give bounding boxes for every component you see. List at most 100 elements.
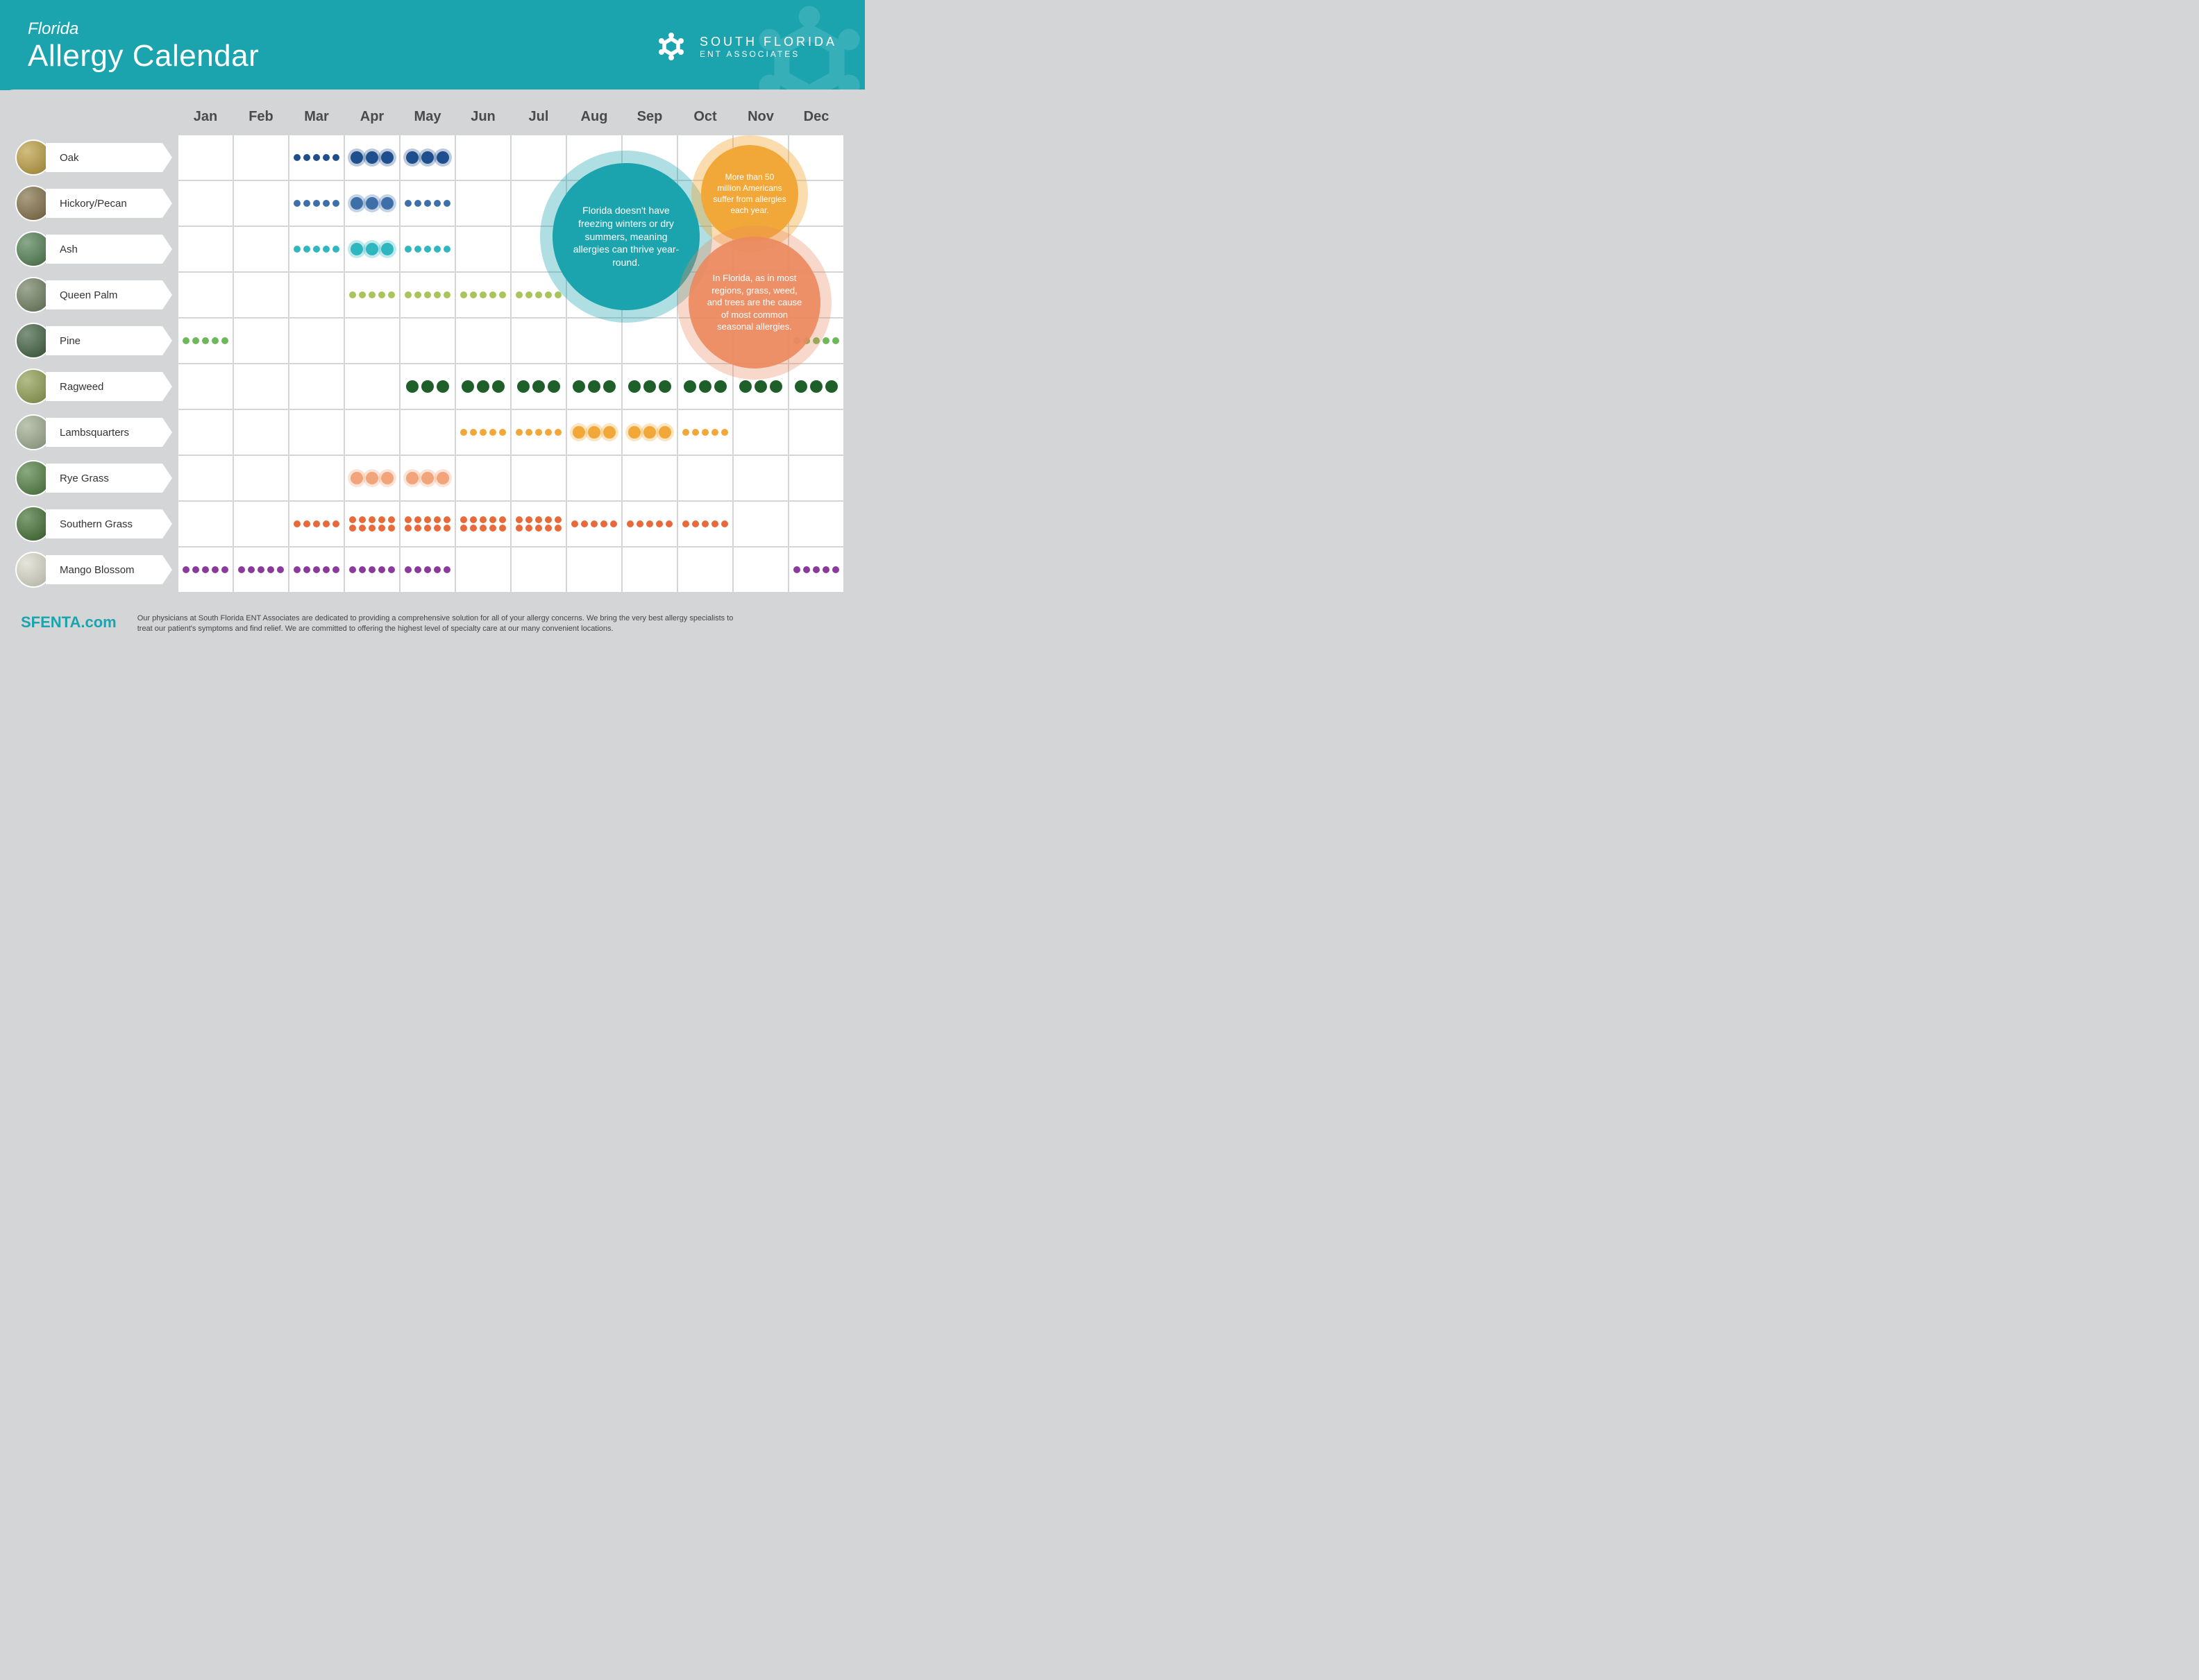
data-cell <box>566 547 622 593</box>
intensity-dot <box>313 520 320 527</box>
intensity-dot <box>832 337 839 344</box>
intensity-dot <box>294 520 301 527</box>
data-cell <box>400 226 455 272</box>
intensity-dot <box>332 566 339 573</box>
intensity-dot <box>460 516 467 523</box>
data-cell <box>511 501 566 547</box>
intensity-dot <box>349 291 356 298</box>
intensity-dot <box>516 525 523 532</box>
intensity-dot <box>470 516 477 523</box>
footer-url[interactable]: SFENTA.com <box>21 613 117 631</box>
intensity-dot <box>832 566 839 573</box>
allergen-name: Pine <box>46 326 172 355</box>
intensity-dot <box>793 566 800 573</box>
intensity-dot <box>303 520 310 527</box>
intensity-dot <box>489 429 496 436</box>
intensity-dot <box>424 566 431 573</box>
intensity-dot <box>603 380 616 393</box>
data-cell <box>178 180 233 226</box>
intensity-dot <box>659 380 671 393</box>
allergen-name: Rye Grass <box>46 464 172 493</box>
intensity-dot <box>369 291 376 298</box>
intensity-dot <box>682 429 689 436</box>
intensity-dot <box>600 520 607 527</box>
data-cell <box>733 409 789 455</box>
intensity-dot <box>414 566 421 573</box>
intensity-dot <box>332 520 339 527</box>
intensity-dot <box>444 516 450 523</box>
month-header: May <box>400 103 455 130</box>
intensity-dot <box>405 291 412 298</box>
intensity-dot <box>414 246 421 253</box>
intensity-dot <box>699 380 711 393</box>
month-header: Dec <box>789 103 844 130</box>
intensity-dot <box>388 566 395 573</box>
info-bubble-teal: Florida doesn't have freezing winters or… <box>553 163 700 310</box>
data-cell <box>289 135 344 180</box>
intensity-dot <box>535 291 542 298</box>
intensity-dot <box>303 566 310 573</box>
intensity-dot <box>294 154 301 161</box>
intensity-dot <box>183 337 189 344</box>
intensity-dot <box>444 566 450 573</box>
data-cell <box>733 547 789 593</box>
data-cell <box>511 409 566 455</box>
brand-line1: SOUTH FLORIDA <box>700 35 837 49</box>
data-cell <box>400 501 455 547</box>
data-cell <box>178 547 233 593</box>
data-cell <box>344 547 400 593</box>
intensity-dot <box>682 520 689 527</box>
data-cell <box>400 364 455 409</box>
intensity-dot <box>294 200 301 207</box>
intensity-dot <box>437 380 449 393</box>
data-cell <box>677 455 733 501</box>
intensity-dot <box>406 472 419 484</box>
intensity-dot <box>258 566 264 573</box>
intensity-dot <box>381 151 394 164</box>
data-cell <box>344 409 400 455</box>
intensity-dot <box>591 520 598 527</box>
data-cell <box>344 272 400 318</box>
intensity-dot <box>313 200 320 207</box>
intensity-dot <box>381 243 394 255</box>
data-cell <box>511 364 566 409</box>
intensity-dot <box>359 566 366 573</box>
intensity-dot <box>323 200 330 207</box>
data-cell <box>233 364 289 409</box>
intensity-dot <box>378 516 385 523</box>
intensity-dot <box>421 472 434 484</box>
data-cell <box>455 135 511 180</box>
intensity-dot <box>202 337 209 344</box>
data-cell <box>511 135 566 180</box>
intensity-dot <box>434 291 441 298</box>
intensity-dot <box>702 429 709 436</box>
intensity-dot <box>366 243 378 255</box>
data-cell <box>400 272 455 318</box>
data-cell <box>178 501 233 547</box>
intensity-dot <box>477 380 489 393</box>
intensity-dot <box>381 197 394 210</box>
allergen-name: Ragweed <box>46 372 172 401</box>
intensity-dot <box>643 380 656 393</box>
intensity-dot <box>470 429 477 436</box>
intensity-dot <box>571 520 578 527</box>
intensity-dot <box>388 516 395 523</box>
intensity-dot <box>332 246 339 253</box>
data-cell <box>400 135 455 180</box>
intensity-dot <box>406 380 419 393</box>
month-header: Jun <box>455 103 511 130</box>
data-cell <box>178 135 233 180</box>
month-header: Apr <box>344 103 400 130</box>
intensity-dot <box>603 426 616 439</box>
intensity-dot <box>803 566 810 573</box>
data-cell <box>233 501 289 547</box>
data-cell <box>789 501 844 547</box>
intensity-dot <box>535 525 542 532</box>
intensity-dot <box>711 429 718 436</box>
intensity-dot <box>525 291 532 298</box>
data-cell <box>289 226 344 272</box>
allergen-row: Southern Grass <box>11 501 844 547</box>
intensity-dot <box>499 429 506 436</box>
intensity-dot <box>414 200 421 207</box>
data-cell <box>289 547 344 593</box>
